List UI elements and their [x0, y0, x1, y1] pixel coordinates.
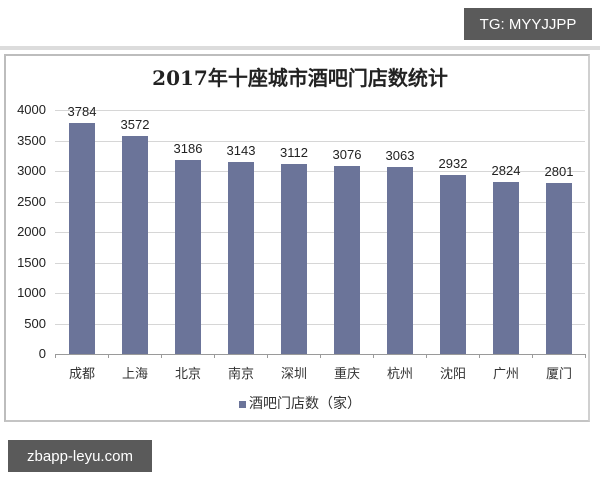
- gridline: [55, 202, 585, 203]
- data-label: 3076: [332, 147, 362, 162]
- data-label: 3063: [385, 148, 415, 163]
- x-category-label: 北京: [174, 367, 201, 382]
- gridline: [55, 324, 585, 325]
- x-tick: [426, 354, 427, 358]
- bar: [493, 182, 519, 354]
- bar: [228, 162, 254, 354]
- bar: [546, 183, 572, 354]
- x-category-label: 杭州: [386, 367, 413, 382]
- x-tick: [108, 354, 109, 358]
- bar: [281, 164, 307, 354]
- top-divider: [0, 46, 600, 50]
- data-label: 3143: [226, 143, 256, 158]
- data-label: 3112: [280, 145, 308, 160]
- watermark-top-right: TG: MYYJJPP: [464, 8, 592, 40]
- y-tick-label: 500: [24, 316, 46, 331]
- x-category-label: 重庆: [333, 367, 360, 382]
- data-label: 2932: [438, 156, 468, 171]
- y-tick-label: 2500: [17, 194, 46, 209]
- watermark-bottom-left: zbapp-leyu.com: [8, 440, 152, 472]
- gridline: [55, 232, 585, 233]
- data-label: 3784: [67, 104, 97, 119]
- x-tick: [373, 354, 374, 358]
- x-category-label: 南京: [227, 367, 254, 382]
- gridline: [55, 110, 585, 111]
- x-tick: [585, 354, 586, 358]
- gridline: [55, 141, 585, 142]
- y-tick-label: 3000: [17, 163, 46, 178]
- data-label: 3572: [120, 117, 150, 132]
- bar: [334, 166, 360, 354]
- chart-legend: 酒吧门店数（家）: [0, 393, 600, 413]
- data-label: 2824: [491, 163, 521, 178]
- x-tick: [55, 354, 56, 358]
- gridline: [55, 293, 585, 294]
- y-tick-label: 0: [38, 346, 46, 361]
- bar: [122, 136, 148, 354]
- y-tick-label: 1500: [17, 255, 46, 270]
- chart-title: 2017年十座城市酒吧门店数统计: [152, 66, 448, 90]
- x-tick: [532, 354, 533, 358]
- x-tick: [320, 354, 321, 358]
- x-category-label: 成都: [68, 367, 95, 382]
- y-tick-label: 4000: [17, 102, 46, 117]
- x-tick: [161, 354, 162, 358]
- legend-swatch: [239, 400, 246, 408]
- bar: [69, 123, 95, 354]
- x-category-label: 上海: [121, 367, 148, 382]
- x-category-label: 广州: [492, 367, 519, 382]
- gridline: [55, 171, 585, 172]
- data-label: 2801: [544, 164, 574, 179]
- x-tick: [479, 354, 480, 358]
- data-label: 3186: [173, 141, 203, 156]
- y-tick-label: 3500: [17, 133, 46, 148]
- y-tick-label: 1000: [17, 285, 46, 300]
- x-category-label: 厦门: [545, 367, 572, 382]
- x-tick: [267, 354, 268, 358]
- bar: [387, 167, 413, 354]
- bar: [175, 160, 201, 354]
- bar: [440, 175, 466, 354]
- legend-label: 酒吧门店数（家）: [249, 396, 361, 412]
- gridline: [55, 263, 585, 264]
- x-category-label: 深圳: [280, 367, 307, 382]
- x-tick: [214, 354, 215, 358]
- y-tick-label: 2000: [17, 224, 46, 239]
- x-category-label: 沈阳: [439, 367, 466, 382]
